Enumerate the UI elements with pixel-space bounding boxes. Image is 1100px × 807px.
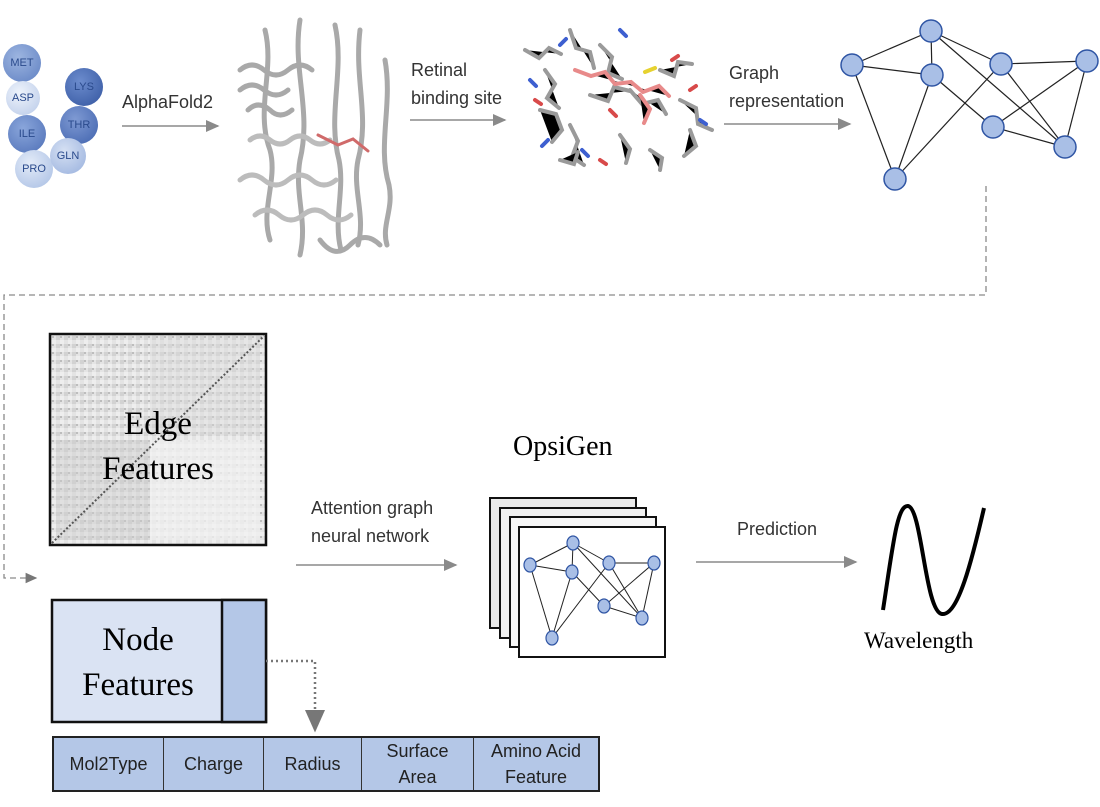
feature-cell-line: Area	[398, 767, 437, 787]
model-graph-node	[635, 610, 649, 626]
node-features-label: Node Features	[54, 618, 222, 708]
node-feature-arrow	[266, 659, 325, 733]
feature-cell-mol2type: Mol2Type	[54, 738, 164, 790]
attention-label-line: neural network	[311, 526, 430, 546]
feature-cell-line: Feature	[504, 767, 568, 787]
amino-acid-sphere: THR	[60, 106, 98, 144]
model-graph-node	[545, 630, 559, 646]
amino-acid-sphere: PRO	[15, 150, 53, 188]
prediction-label: Prediction	[737, 519, 818, 539]
retinal-binding-site-label: Retinal binding site	[411, 56, 502, 112]
graph-node	[1075, 49, 1099, 73]
graph-label-line: representation	[729, 91, 845, 111]
dashed-connector	[3, 186, 987, 584]
node-features-line: Node	[102, 622, 174, 658]
graph-representation-label: Graph representation	[729, 59, 844, 115]
graph-node	[981, 115, 1005, 139]
graph-node	[840, 53, 864, 77]
amino-acid-sphere: ILE	[8, 115, 46, 153]
feature-cell-line: Mol2Type	[69, 754, 148, 774]
model-graph-node	[647, 555, 661, 571]
node-feature-table: Mol2Type Charge Radius Surface Area Amin…	[52, 736, 600, 792]
feature-cell-surface-area: Surface Area	[362, 738, 474, 790]
graph-representation	[840, 19, 1099, 191]
retinal-label-line: binding site	[411, 88, 503, 108]
amino-acid-sphere: LYS	[65, 68, 103, 106]
edge-features-line: Edge	[124, 406, 192, 442]
model-graph-node	[566, 535, 580, 551]
model-graph-node	[602, 555, 616, 571]
amino-acid-sphere: GLN	[50, 138, 86, 174]
graph-node	[883, 167, 907, 191]
feature-cell-line: Charge	[183, 754, 244, 774]
opsigen-title: OpsiGen	[513, 431, 613, 462]
graph-label-line: Graph	[729, 63, 780, 83]
node-features-line: Features	[82, 667, 194, 703]
graph-node	[920, 63, 944, 87]
feature-cell-amino-acid: Amino Acid Feature	[474, 738, 598, 790]
model-graph-node	[597, 598, 611, 614]
feature-cell-line: Radius	[284, 754, 341, 774]
edge-features-matrix	[48, 332, 268, 547]
graph-node	[919, 19, 943, 43]
binding-site-image	[523, 28, 714, 172]
feature-cell-line: Amino Acid	[490, 741, 582, 761]
node-features-box	[50, 598, 268, 724]
protein-structure-image	[237, 17, 393, 258]
model-graph-node	[523, 557, 537, 573]
edge-features-label: Edge Features	[50, 402, 266, 492]
feature-cell-charge: Charge	[164, 738, 264, 790]
edge-features-line: Features	[102, 451, 214, 487]
amino-acid-sphere: MET	[3, 44, 41, 82]
attention-label-line: Attention graph	[311, 498, 434, 518]
graph-node	[1053, 135, 1077, 159]
attention-gnn-label: Attention graph neural network	[311, 494, 433, 550]
amino-acid-sphere: ASP	[6, 81, 40, 115]
wavelength-curve	[881, 504, 986, 616]
opsigen-model-stack	[489, 497, 666, 658]
graph-node	[989, 52, 1013, 76]
retinal-label-line: Retinal	[411, 60, 468, 80]
alphafold-label: AlphaFold2	[122, 92, 214, 112]
feature-cell-radius: Radius	[264, 738, 362, 790]
feature-cell-line: Surface	[386, 741, 449, 761]
wavelength-label: Wavelength	[864, 628, 974, 653]
model-graph-node	[565, 564, 579, 580]
